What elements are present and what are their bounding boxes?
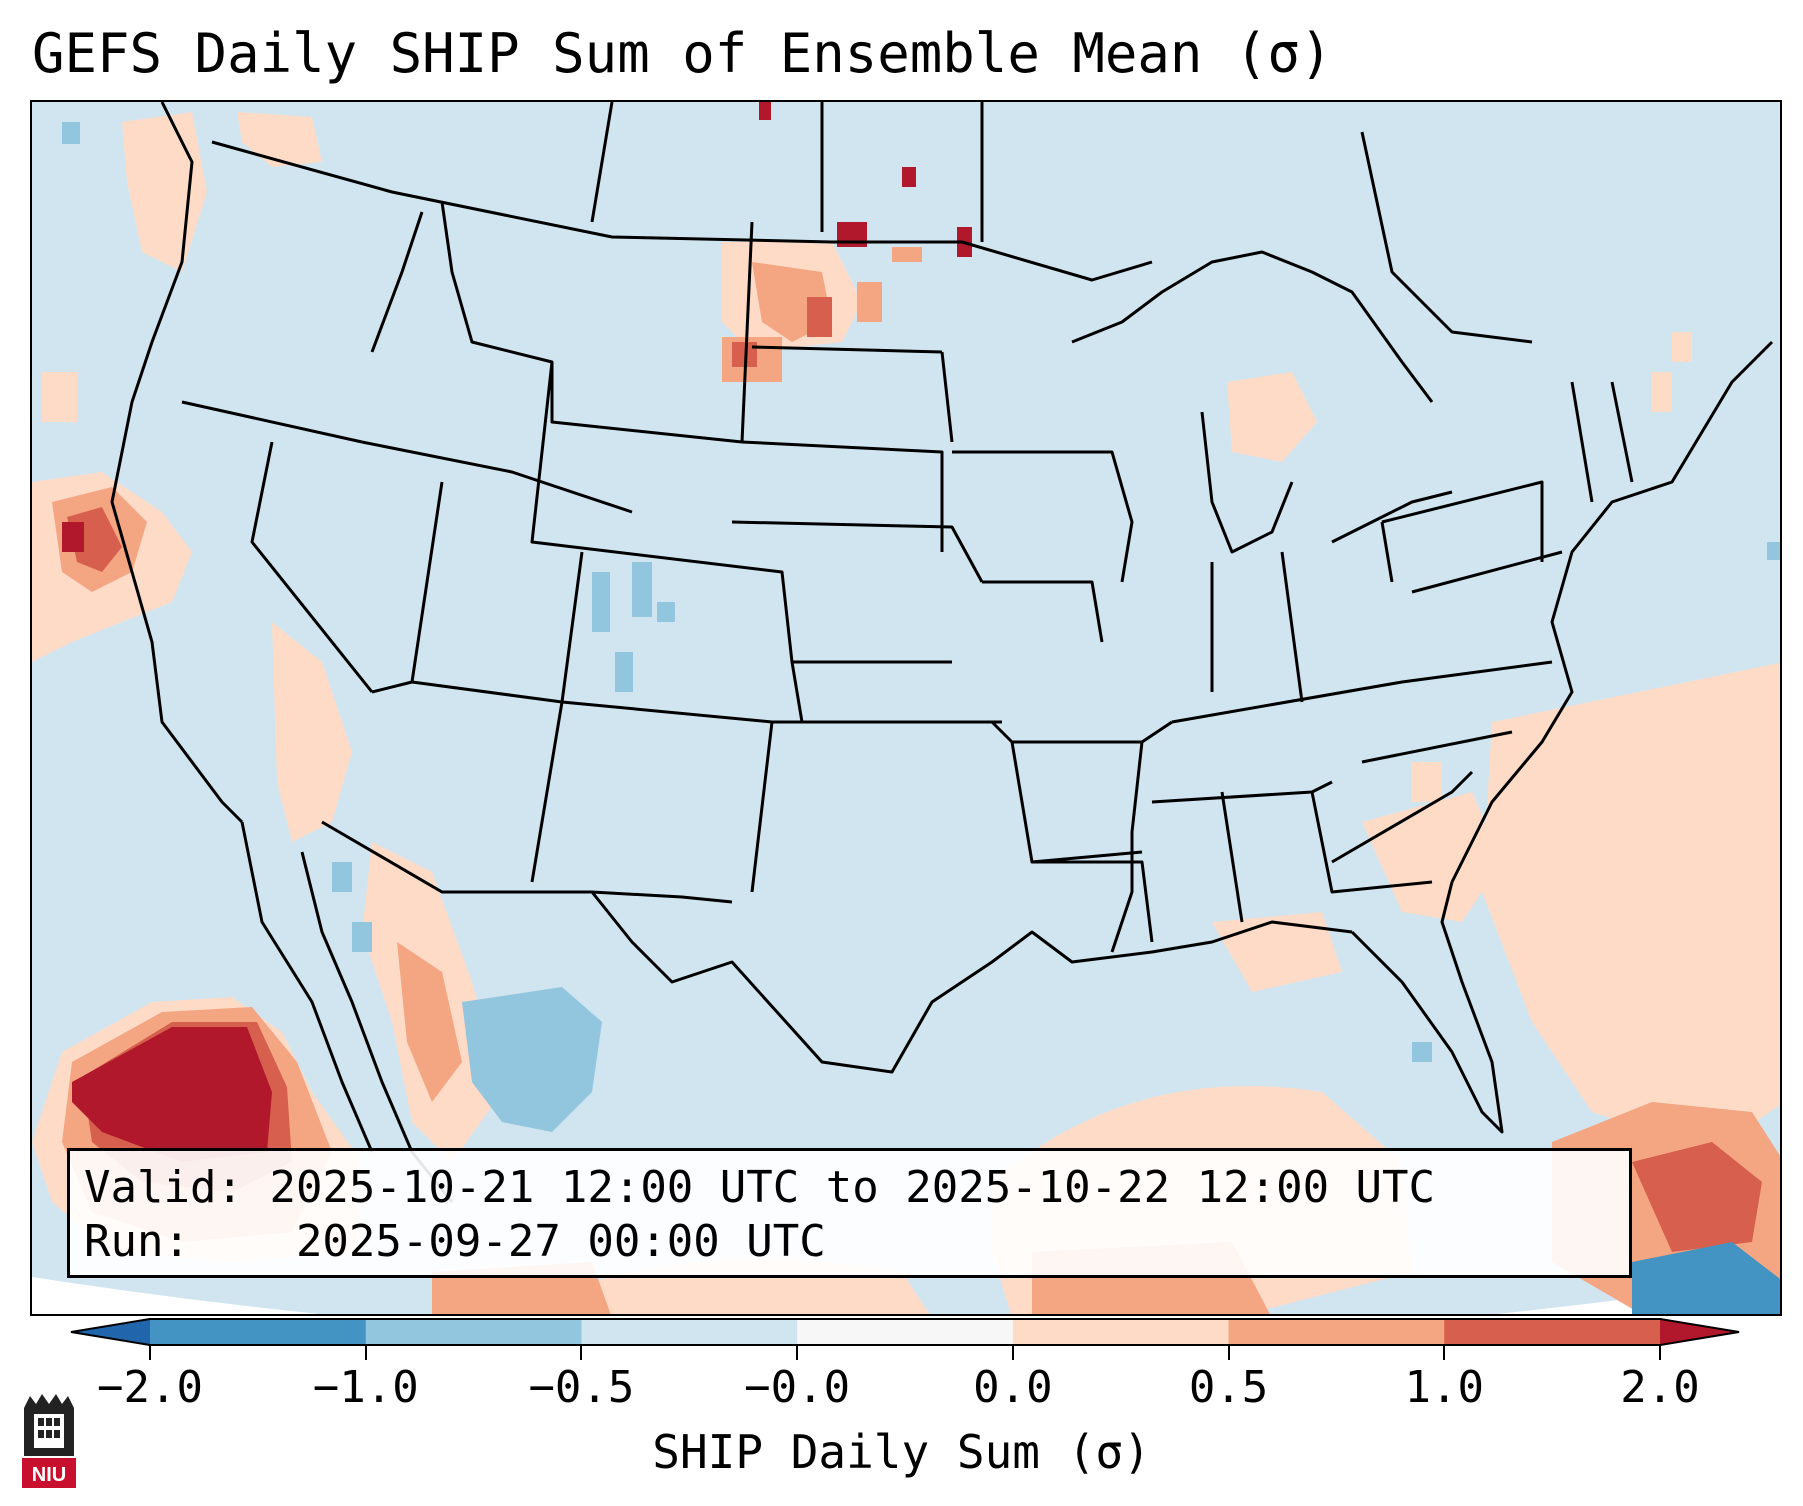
colorbar-label: SHIP Daily Sum (σ) bbox=[652, 1425, 1151, 1479]
map-svg bbox=[32, 102, 1780, 1314]
colorbar-tick bbox=[796, 1346, 799, 1360]
valid-label: Valid: bbox=[84, 1162, 243, 1213]
colorbar-tick-label: −0.0 bbox=[744, 1362, 851, 1413]
colorbar-tick-label: −1.0 bbox=[312, 1362, 419, 1413]
colorbar-extend-high bbox=[1660, 1318, 1740, 1346]
colorbar-bin bbox=[1444, 1318, 1661, 1346]
boundaries bbox=[110, 102, 1774, 1203]
colorbar-tick-label: −2.0 bbox=[97, 1362, 203, 1413]
colorbar-tick bbox=[1011, 1346, 1014, 1360]
niu-logo: NIU bbox=[22, 1394, 76, 1488]
run-label: Run: bbox=[84, 1216, 190, 1267]
colorbar-tick-label: −0.5 bbox=[528, 1362, 635, 1413]
valid-value: 2025-10-21 12:00 UTC to 2025-10-22 12:00… bbox=[269, 1162, 1436, 1213]
projection-edge bbox=[32, 1277, 1780, 1314]
colorbar-tick bbox=[1659, 1346, 1661, 1360]
valid-info-box: Valid: 2025-10-21 12:00 UTC to 2025-10-2… bbox=[67, 1148, 1632, 1278]
colorbar-tick bbox=[580, 1346, 583, 1360]
valid-line: Valid: 2025-10-21 12:00 UTC to 2025-10-2… bbox=[84, 1161, 1629, 1215]
colorbar-extend-low bbox=[70, 1318, 150, 1346]
colorbar-bin bbox=[365, 1318, 582, 1346]
colorbar-tick-label: 0.0 bbox=[973, 1362, 1053, 1413]
colorbar-bin bbox=[1012, 1318, 1230, 1346]
run-line: Run: 2025-09-27 00:00 UTC bbox=[84, 1215, 1629, 1269]
chart-title: GEFS Daily SHIP Sum of Ensemble Mean (σ) bbox=[32, 22, 1333, 85]
colorbar-tick bbox=[1227, 1346, 1230, 1360]
colorbar-tick-label: 0.5 bbox=[1188, 1362, 1269, 1413]
colorbar-tick-label: 1.0 bbox=[1404, 1362, 1485, 1413]
colorbar-outline bbox=[70, 1318, 1740, 1346]
svg-text:NIU: NIU bbox=[32, 1464, 66, 1486]
colorbar-bin bbox=[1228, 1318, 1445, 1346]
colorbar-tick bbox=[149, 1346, 151, 1360]
run-value: 2025-09-27 00:00 UTC bbox=[295, 1216, 826, 1267]
colorbar-bin bbox=[581, 1318, 798, 1346]
colorbar-tick bbox=[364, 1346, 367, 1360]
colorbar bbox=[70, 1318, 1740, 1346]
colorbar-bin bbox=[150, 1318, 367, 1346]
colorbar-bin bbox=[797, 1318, 1014, 1346]
map-panel bbox=[30, 100, 1782, 1316]
colorbar-tick bbox=[1443, 1346, 1446, 1360]
colorbar-tick-label: 2.0 bbox=[1620, 1362, 1700, 1413]
